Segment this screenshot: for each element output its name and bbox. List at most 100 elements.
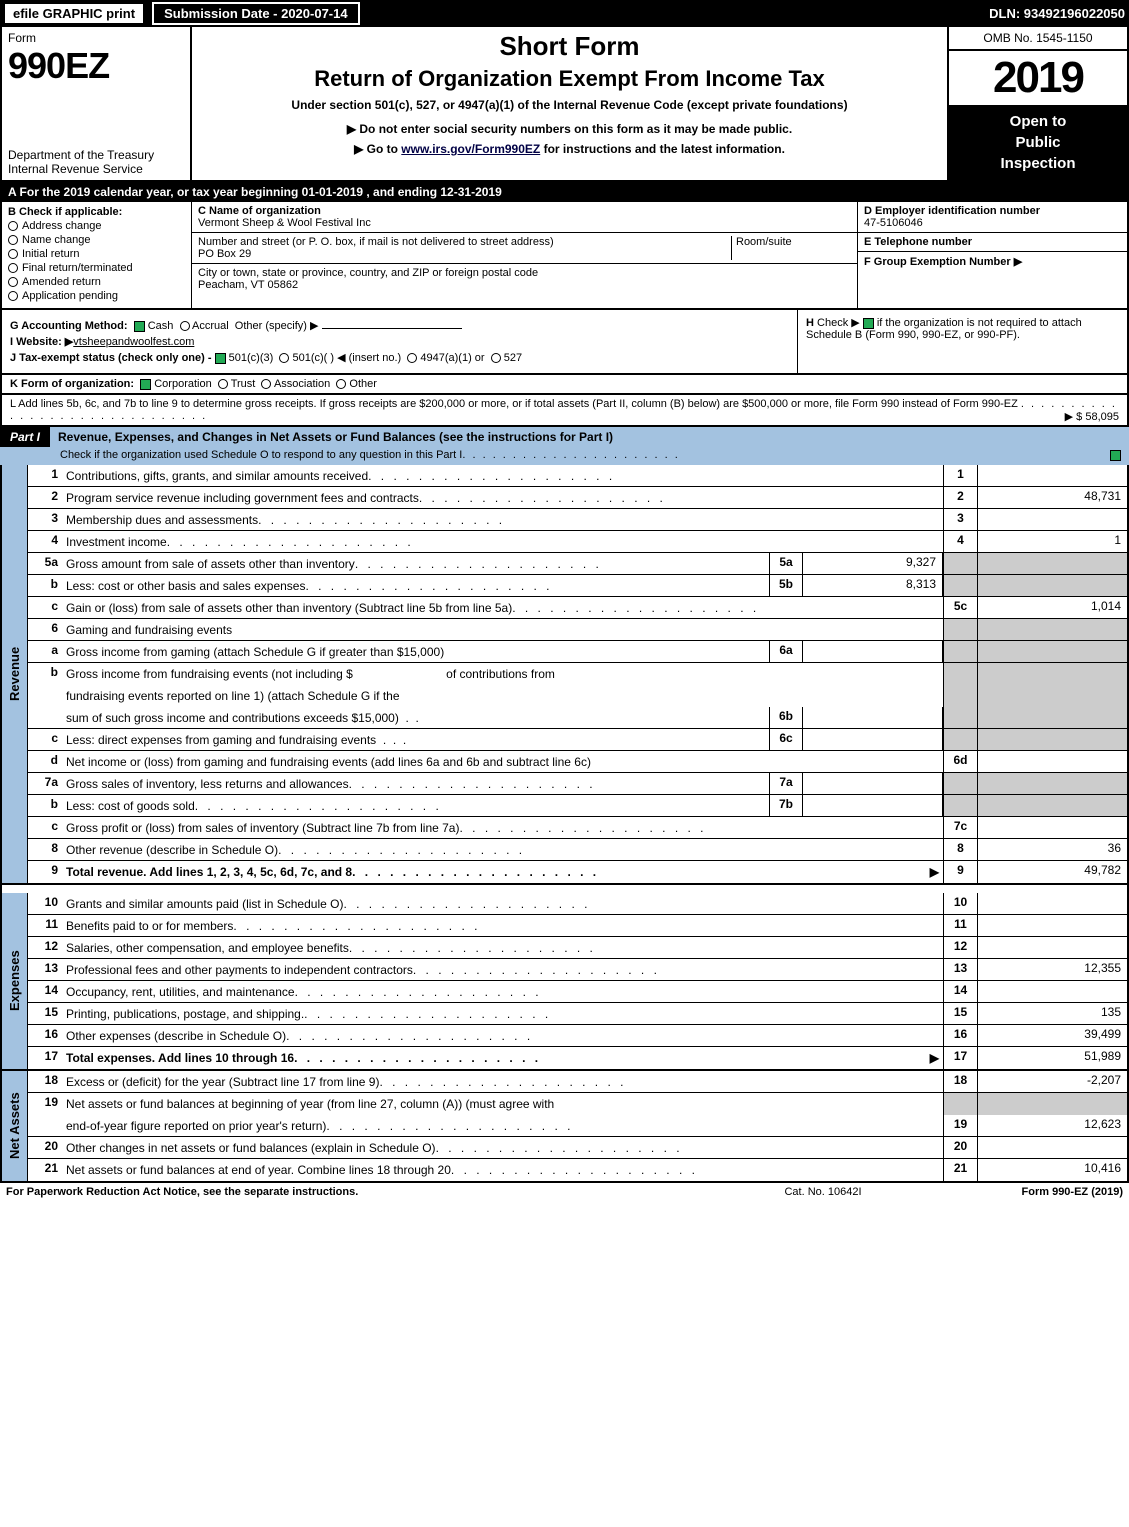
line-18-value: -2,207	[977, 1071, 1127, 1092]
catalog-number: Cat. No. 10642I	[723, 1186, 923, 1198]
short-form-title: Short Form	[202, 31, 937, 62]
line-1-value	[977, 465, 1127, 486]
check-amended-return[interactable]: Amended return	[8, 276, 185, 288]
group-exemption-label: F Group Exemption Number ▶	[864, 255, 1121, 268]
header-subtitle: Under section 501(c), 527, or 4947(a)(1)…	[202, 98, 937, 112]
line-5a-value: 9,327	[803, 553, 943, 574]
line-3: 3Membership dues and assessments3	[28, 509, 1127, 531]
corporation-checkbox[interactable]	[140, 379, 151, 390]
org-city: Peacham, VT 05862	[198, 279, 851, 291]
line-8: 8Other revenue (describe in Schedule O)8…	[28, 839, 1127, 861]
line-6b-2: fundraising events reported on line 1) (…	[28, 685, 1127, 707]
other-checkbox[interactable]	[336, 379, 346, 389]
tax-exempt-status: J Tax-exempt status (check only one) - 5…	[10, 351, 789, 364]
line-17: 17Total expenses. Add lines 10 through 1…	[28, 1047, 1127, 1069]
omb-number: OMB No. 1545-1150	[949, 27, 1127, 51]
schedule-b-checkbox[interactable]	[863, 318, 874, 329]
501c3-checkbox[interactable]	[215, 353, 226, 364]
header-right: OMB No. 1545-1150 2019 Open to Public In…	[947, 27, 1127, 180]
ghij-block: G Accounting Method: Cash Accrual Other …	[0, 310, 1129, 375]
4947-checkbox[interactable]	[407, 353, 417, 363]
org-address: PO Box 29	[198, 248, 731, 260]
header-center: Short Form Return of Organization Exempt…	[192, 27, 947, 180]
addr-label: Number and street (or P. O. box, if mail…	[198, 236, 731, 248]
line-19-value: 12,623	[977, 1115, 1127, 1136]
dept-treasury: Department of the Treasury	[8, 148, 184, 162]
open-to-public: Open to Public Inspection	[949, 105, 1127, 180]
501c-checkbox[interactable]	[279, 353, 289, 363]
revenue-side-label: Revenue	[2, 465, 28, 883]
section-c-org: C Name of organization Vermont Sheep & W…	[192, 202, 857, 308]
check-application-pending[interactable]: Application pending	[8, 290, 185, 302]
line-3-value	[977, 509, 1127, 530]
efile-print-button[interactable]: efile GRAPHIC print	[4, 3, 144, 24]
line-20: 20Other changes in net assets or fund ba…	[28, 1137, 1127, 1159]
accrual-checkbox[interactable]	[180, 321, 190, 331]
h-block: H Check ▶ if the organization is not req…	[797, 310, 1127, 373]
tax-year: 2019	[949, 51, 1127, 105]
line-6b-3: sum of such gross income and contributio…	[28, 707, 1127, 729]
check-address-change[interactable]: Address change	[8, 220, 185, 232]
check-name-change[interactable]: Name change	[8, 234, 185, 246]
return-title: Return of Organization Exempt From Incom…	[202, 66, 937, 92]
line-21: 21Net assets or fund balances at end of …	[28, 1159, 1127, 1181]
line-7b: bLess: cost of goods sold7b	[28, 795, 1127, 817]
line-1: 1Contributions, gifts, grants, and simil…	[28, 465, 1127, 487]
tax-year-row: A For the 2019 calendar year, or tax yea…	[0, 182, 1129, 202]
line-7a: 7aGross sales of inventory, less returns…	[28, 773, 1127, 795]
city-label: City or town, state or province, country…	[198, 267, 851, 279]
line-14: 14Occupancy, rent, utilities, and mainte…	[28, 981, 1127, 1003]
top-bar: efile GRAPHIC print Submission Date - 20…	[0, 0, 1129, 27]
department-label: Department of the Treasury Internal Reve…	[8, 148, 184, 176]
check-if-label: Check if applicable:	[19, 206, 122, 218]
org-name: Vermont Sheep & Wool Festival Inc	[198, 217, 851, 229]
schedule-o-checkbox[interactable]	[1110, 450, 1121, 461]
website-row: I Website: ▶vtsheepandwoolfest.com	[10, 335, 789, 348]
netassets-side-label: Net Assets	[2, 1071, 28, 1181]
section-d-f: D Employer identification number 47-5106…	[857, 202, 1127, 308]
k-form-organization: K Form of organization: Corporation Trus…	[0, 375, 1129, 395]
expenses-side-label: Expenses	[2, 893, 28, 1069]
form-version: Form 990-EZ (2019)	[923, 1186, 1123, 1198]
room-suite-label: Room/suite	[731, 236, 851, 260]
line-21-value: 10,416	[977, 1159, 1127, 1181]
expenses-table: Expenses 10Grants and similar amounts pa…	[0, 893, 1129, 1071]
line-11: 11Benefits paid to or for members11	[28, 915, 1127, 937]
website-link[interactable]: vtsheepandwoolfest.com	[73, 336, 194, 348]
part1-sub: Check if the organization used Schedule …	[0, 447, 1129, 465]
line-8-value: 36	[977, 839, 1127, 860]
check-final-return[interactable]: Final return/terminated	[8, 262, 185, 274]
cash-checkbox[interactable]	[134, 321, 145, 332]
line-6b-1: bGross income from fundraising events (n…	[28, 663, 1127, 685]
line-9-value: 49,782	[977, 861, 1127, 883]
page-footer: For Paperwork Reduction Act Notice, see …	[0, 1183, 1129, 1201]
line-6d: dNet income or (loss) from gaming and fu…	[28, 751, 1127, 773]
line-17-value: 51,989	[977, 1047, 1127, 1069]
dln: DLN: 93492196022050	[989, 6, 1125, 21]
line-6c: cLess: direct expenses from gaming and f…	[28, 729, 1127, 751]
trust-checkbox[interactable]	[218, 379, 228, 389]
irs-link[interactable]: www.irs.gov/Form990EZ	[401, 142, 540, 156]
line-5c: cGain or (loss) from sale of assets othe…	[28, 597, 1127, 619]
g-left: G Accounting Method: Cash Accrual Other …	[2, 310, 797, 373]
association-checkbox[interactable]	[261, 379, 271, 389]
line-12: 12Salaries, other compensation, and empl…	[28, 937, 1127, 959]
gross-receipts-value: ▶ $ 58,095	[1065, 410, 1119, 423]
accounting-method: G Accounting Method: Cash Accrual Other …	[10, 319, 789, 332]
l-gross-receipts: L Add lines 5b, 6c, and 7b to line 9 to …	[0, 395, 1129, 427]
line-6: 6Gaming and fundraising events	[28, 619, 1127, 641]
ssn-note: ▶ Do not enter social security numbers o…	[202, 122, 937, 136]
arrow-icon: ▶	[930, 1051, 939, 1065]
line-5c-value: 1,014	[977, 597, 1127, 618]
ein-value: 47-5106046	[864, 217, 1121, 229]
527-checkbox[interactable]	[491, 353, 501, 363]
section-b-checks: B Check if applicable: Address change Na…	[2, 202, 192, 308]
paperwork-notice: For Paperwork Reduction Act Notice, see …	[6, 1186, 723, 1198]
line-5b-value: 8,313	[803, 575, 943, 596]
netassets-table: Net Assets 18Excess or (deficit) for the…	[0, 1071, 1129, 1183]
line-7c: cGross profit or (loss) from sales of in…	[28, 817, 1127, 839]
line-10: 10Grants and similar amounts paid (list …	[28, 893, 1127, 915]
line-13: 13Professional fees and other payments t…	[28, 959, 1127, 981]
check-initial-return[interactable]: Initial return	[8, 248, 185, 260]
form-header: Form 990EZ Department of the Treasury In…	[0, 27, 1129, 182]
